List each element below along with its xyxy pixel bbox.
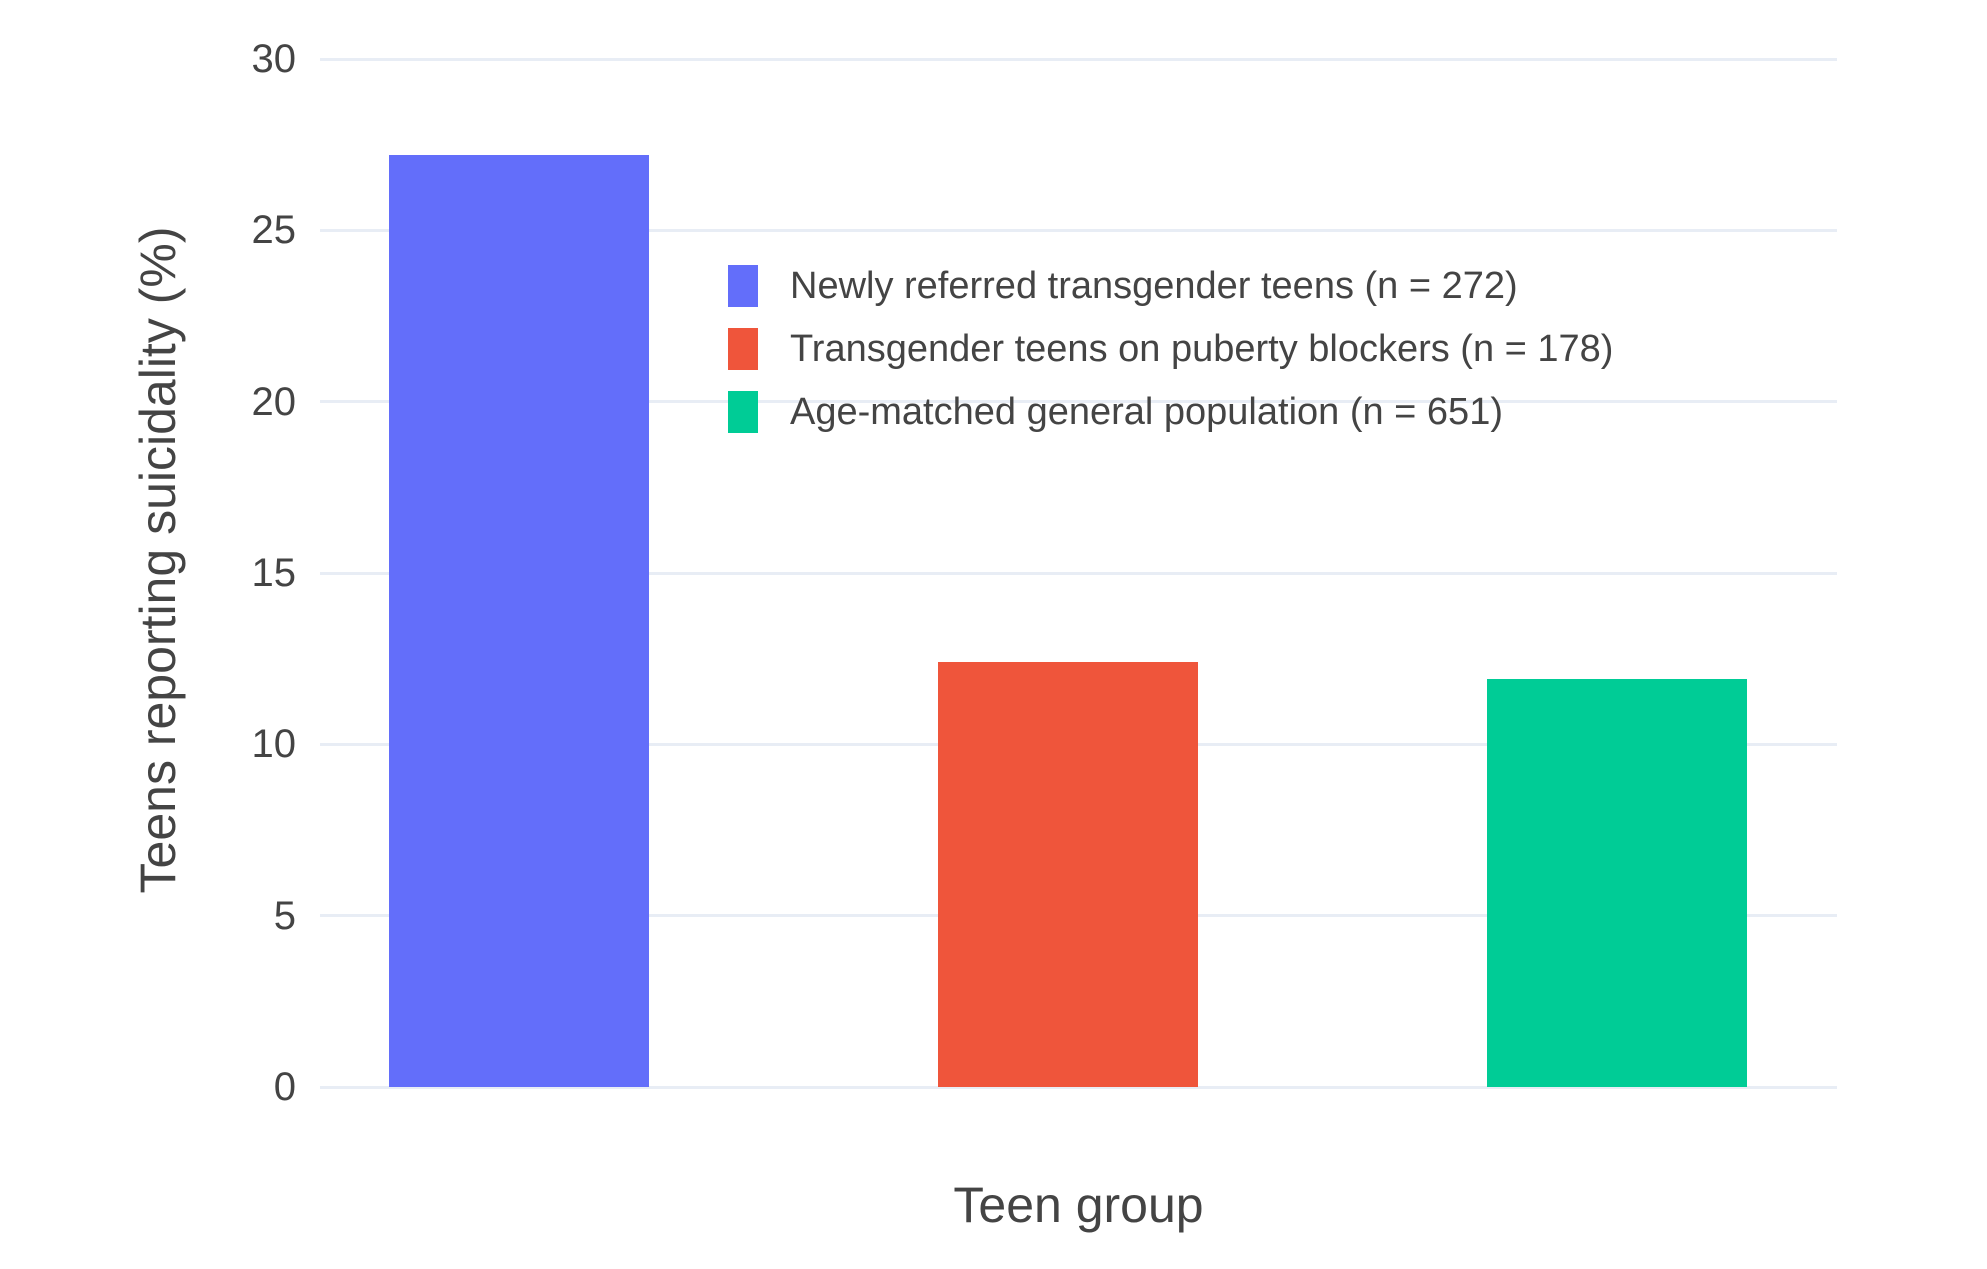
gridline-y-30 [320, 57, 1837, 61]
y-tick-label-30: 30 [251, 37, 297, 81]
y-tick-label-15: 15 [251, 551, 297, 595]
bar-1 [388, 154, 649, 1087]
bar-3 [1487, 679, 1748, 1087]
y-tick-label-0: 0 [273, 1065, 296, 1109]
gridline-y-0 [320, 1085, 1837, 1089]
y-tick-label-10: 10 [251, 722, 297, 767]
y-tick-label-25: 25 [251, 208, 297, 253]
gridline-y-20 [320, 400, 1837, 404]
legend-swatch-icon [728, 265, 758, 307]
bar-2 [937, 662, 1198, 1087]
x-axis-title: Teen group [953, 1177, 1204, 1233]
y-tick-label-5: 5 [273, 893, 296, 938]
legend-item: Newly referred transgender teens (n = 27… [728, 265, 1613, 307]
legend-item: Age-matched general population (n = 651) [728, 391, 1613, 433]
legend-label: Newly referred transgender teens (n = 27… [790, 265, 1518, 307]
y-tick-label-20: 20 [251, 379, 297, 424]
plot-area: 0 5 10 15 20 25 30 [252, 37, 1837, 1109]
legend-swatch-icon [728, 391, 758, 433]
legend-label: Transgender teens on puberty blockers (n… [790, 328, 1614, 370]
gridline-y-15 [320, 571, 1837, 575]
legend: Newly referred transgender teens (n = 27… [728, 265, 1613, 433]
legend-swatch-icon [728, 328, 758, 370]
legend-label: Age-matched general population (n = 651) [790, 391, 1503, 433]
legend-item: Transgender teens on puberty blockers (n… [728, 328, 1613, 370]
gridline-y-25 [320, 228, 1837, 232]
